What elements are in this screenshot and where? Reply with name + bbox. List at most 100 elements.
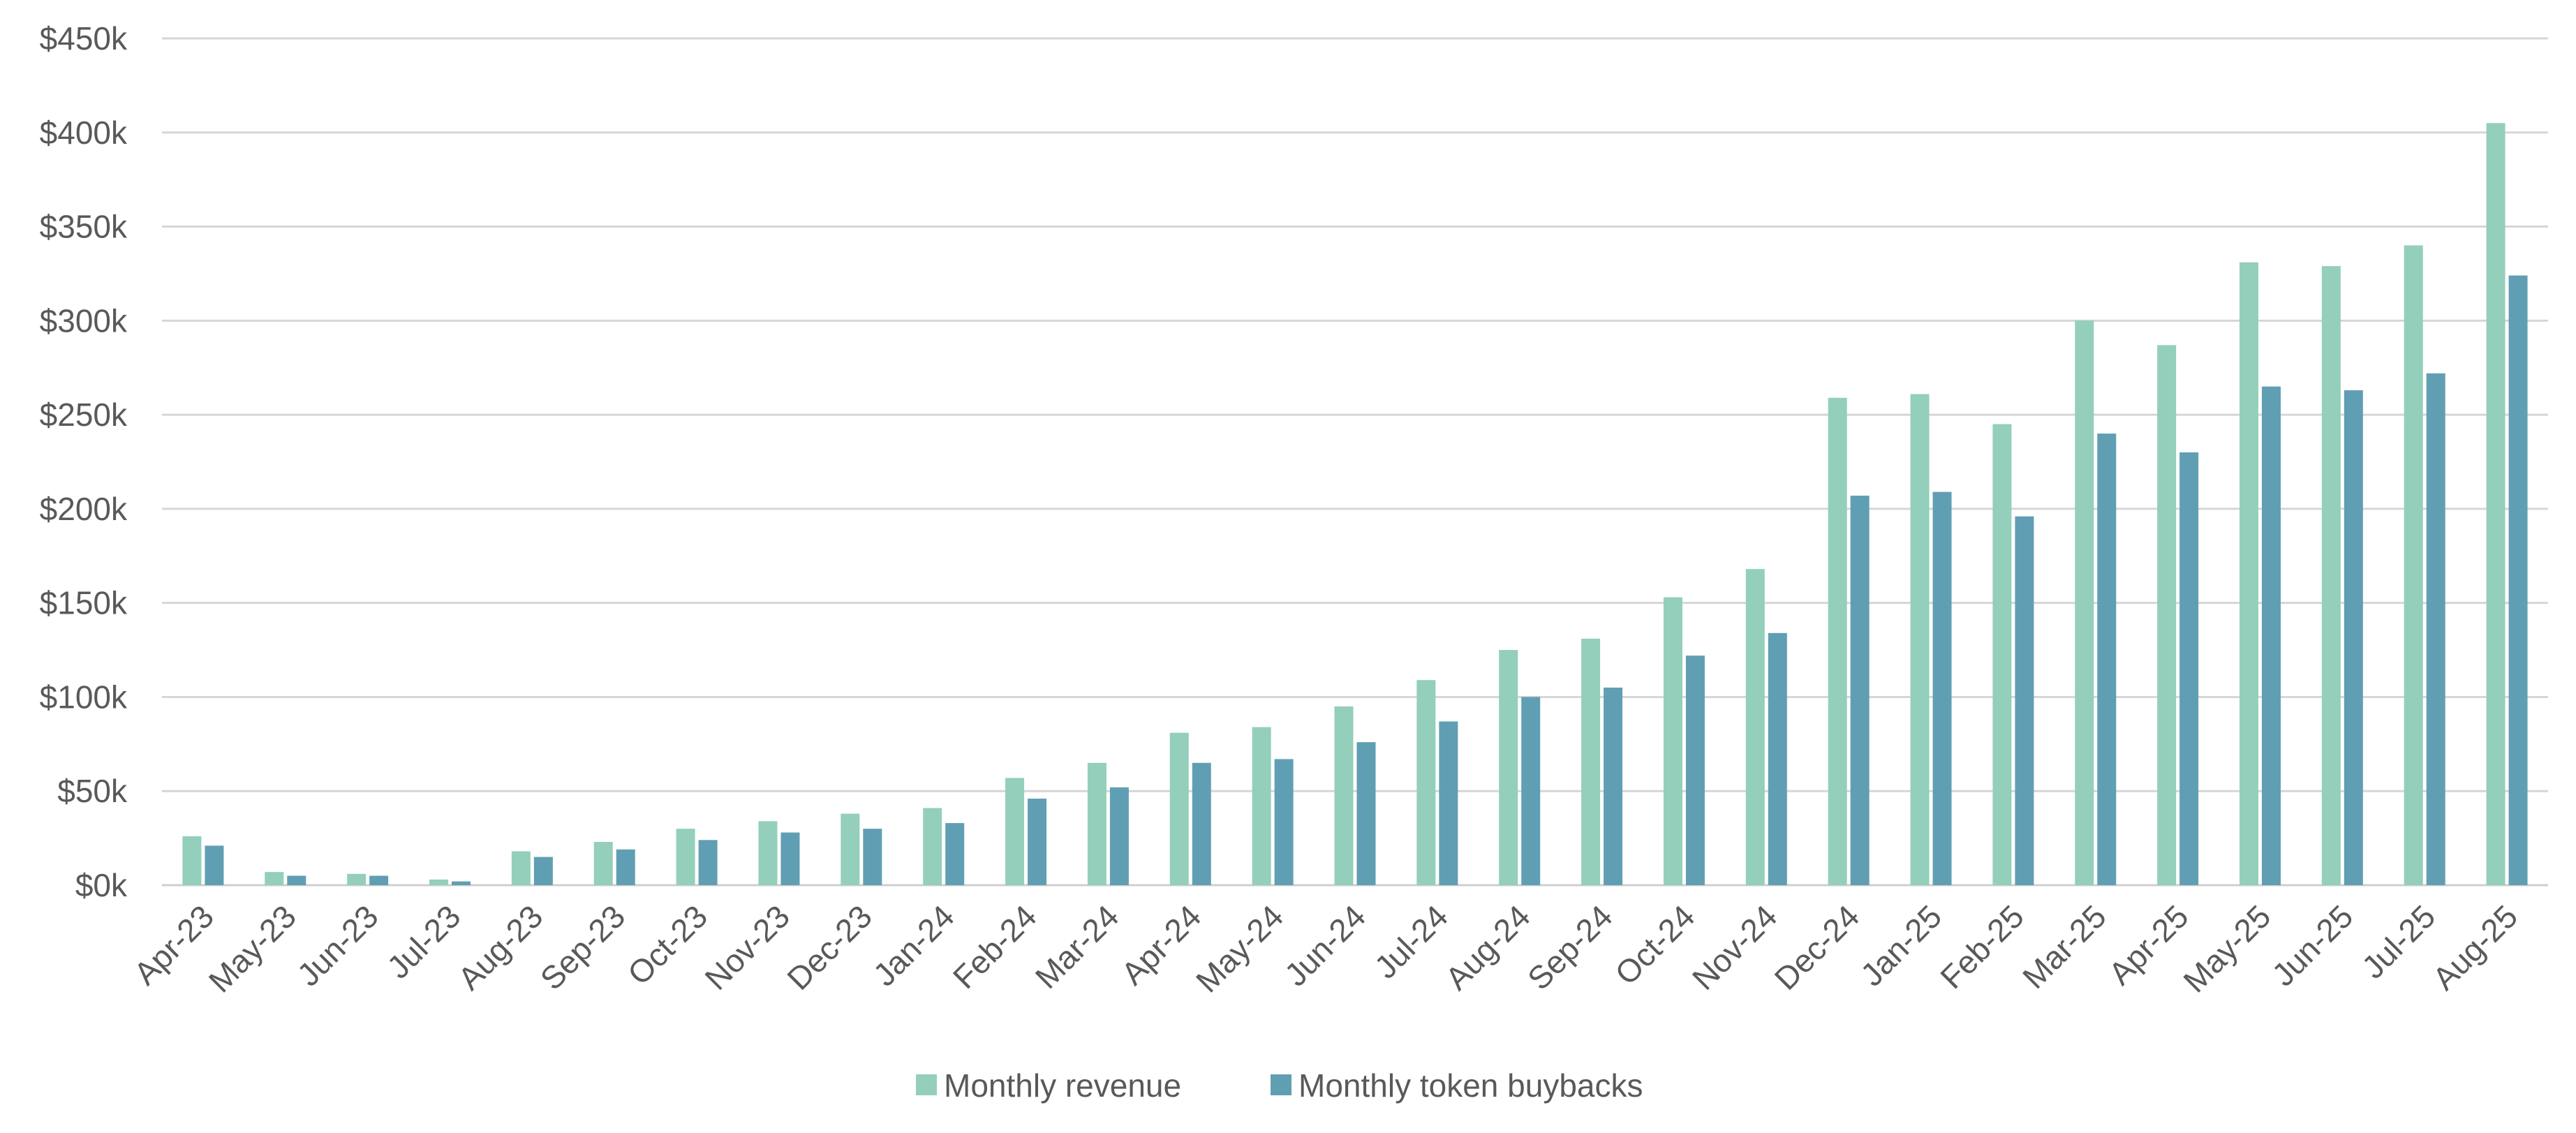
x-tick-label: Dec-24 [1768, 898, 1867, 997]
bar-monthly-token-buybacks [1521, 697, 1541, 885]
x-tick-label: Sep-24 [1520, 898, 1620, 997]
x-tick-label: Jun-25 [2265, 898, 2360, 993]
bar-monthly-token-buybacks [1768, 632, 1787, 885]
x-tick-label: May-23 [202, 898, 303, 999]
x-tick-label: Jan-24 [866, 898, 961, 993]
legend-label: Monthly revenue [944, 1067, 1181, 1104]
bar-monthly-revenue [2157, 345, 2177, 885]
x-tick-label: Aug-23 [451, 898, 550, 997]
bar-monthly-revenue [1828, 397, 1847, 885]
legend-swatch [1271, 1074, 1291, 1095]
x-tick-label: Jun-24 [1278, 898, 1372, 993]
x-tick-label: Oct-23 [621, 898, 714, 991]
bar-monthly-revenue [1005, 778, 1025, 885]
x-tick-label: Dec-23 [780, 898, 879, 997]
legend-swatch [916, 1074, 937, 1095]
x-tick-label: Mar-24 [1028, 898, 1126, 995]
bar-monthly-revenue [841, 813, 860, 885]
bar-monthly-revenue [2404, 245, 2423, 885]
bar-monthly-revenue [923, 808, 942, 885]
x-tick-label: Feb-24 [946, 898, 1044, 995]
bar-monthly-revenue [1745, 569, 1765, 885]
bar-monthly-token-buybacks [945, 823, 965, 885]
y-tick-label: $200k [40, 491, 128, 527]
x-tick-label: Jan-25 [1853, 898, 1948, 993]
bar-monthly-revenue [2486, 123, 2505, 885]
bar-monthly-token-buybacks [1932, 491, 1952, 885]
bar-monthly-token-buybacks [1850, 496, 1870, 885]
bar-monthly-token-buybacks [1685, 656, 1705, 885]
x-tick-label: May-25 [2176, 898, 2277, 999]
bars [182, 123, 2528, 885]
bar-monthly-revenue [2239, 262, 2258, 885]
bar-monthly-token-buybacks [2344, 390, 2363, 885]
y-tick-label: $350k [40, 209, 128, 245]
bar-monthly-token-buybacks [1274, 759, 1294, 885]
y-tick-label: $250k [40, 397, 128, 433]
bar-monthly-revenue [676, 829, 695, 885]
bar-monthly-token-buybacks [2015, 516, 2034, 885]
bar-monthly-token-buybacks [2097, 434, 2117, 885]
y-tick-label: $150k [40, 585, 128, 621]
bar-monthly-token-buybacks [863, 829, 882, 885]
x-tick-label: Feb-25 [1933, 898, 2031, 995]
bar-monthly-token-buybacks [2179, 452, 2199, 885]
legend-item-monthly-token-buybacks: Monthly token buybacks [1271, 1067, 1643, 1104]
bar-monthly-revenue [1499, 650, 1518, 885]
bar-monthly-token-buybacks [1109, 787, 1129, 885]
bar-monthly-revenue [265, 872, 284, 885]
bar-monthly-revenue [182, 836, 202, 885]
bar-monthly-token-buybacks [369, 875, 389, 885]
legend: Monthly revenue Monthly token buybacks [916, 1067, 1643, 1104]
y-tick-label: $450k [40, 20, 128, 57]
legend-item-monthly-revenue: Monthly revenue [916, 1067, 1181, 1104]
bar-monthly-token-buybacks [1192, 762, 1211, 885]
bar-monthly-revenue [1992, 424, 2012, 885]
bar-monthly-revenue [1334, 706, 1354, 885]
bar-monthly-revenue [1252, 727, 1271, 885]
bar-monthly-token-buybacks [1028, 799, 1047, 885]
x-tick-label: Oct-24 [1608, 898, 1701, 991]
x-tick-label: Nov-23 [697, 898, 797, 997]
bar-monthly-token-buybacks [2426, 373, 2445, 885]
bar-monthly-revenue [1581, 638, 1601, 885]
bar-monthly-revenue [1169, 732, 1189, 885]
y-tick-label: $300k [40, 302, 128, 339]
bar-monthly-token-buybacks [2508, 275, 2528, 885]
bar-monthly-token-buybacks [1604, 687, 1623, 885]
legend-label: Monthly token buybacks [1298, 1067, 1643, 1104]
grid-lines [162, 37, 2548, 887]
x-tick-label: Nov-24 [1685, 898, 1784, 997]
bar-monthly-token-buybacks [780, 832, 800, 885]
bar-monthly-token-buybacks [452, 881, 471, 885]
x-tick-label: Mar-25 [2015, 898, 2113, 995]
bar-monthly-token-buybacks [287, 875, 306, 885]
bar-monthly-revenue [593, 842, 613, 885]
bar-monthly-revenue [511, 851, 531, 885]
bar-monthly-revenue [1910, 394, 1930, 885]
bar-monthly-token-buybacks [205, 845, 224, 885]
bar-monthly-token-buybacks [533, 857, 553, 885]
bar-monthly-token-buybacks [1439, 721, 1458, 885]
bar-monthly-token-buybacks [616, 849, 635, 885]
bar-monthly-token-buybacks [698, 840, 718, 885]
bar-monthly-revenue [1663, 597, 1682, 885]
y-tick-label: $50k [57, 773, 128, 809]
bar-monthly-token-buybacks [2261, 386, 2281, 885]
y-tick-label: $400k [40, 114, 128, 151]
bar-monthly-token-buybacks [1356, 742, 1376, 885]
x-tick-label: Aug-24 [1438, 898, 1537, 997]
bar-monthly-revenue [2075, 320, 2094, 885]
bar-monthly-revenue [1416, 680, 1436, 885]
bar-monthly-revenue [347, 873, 367, 885]
y-tick-label: $100k [40, 679, 128, 715]
x-tick-label: Sep-23 [533, 898, 632, 997]
bar-monthly-revenue [1087, 762, 1106, 885]
x-axis-tick-labels: Apr-23May-23Jun-23Jul-23Aug-23Sep-23Oct-… [127, 898, 2525, 999]
bar-monthly-revenue [429, 879, 449, 885]
y-tick-label: $0k [75, 867, 128, 903]
bar-monthly-revenue [758, 821, 778, 885]
x-tick-label: Jun-23 [290, 898, 385, 993]
